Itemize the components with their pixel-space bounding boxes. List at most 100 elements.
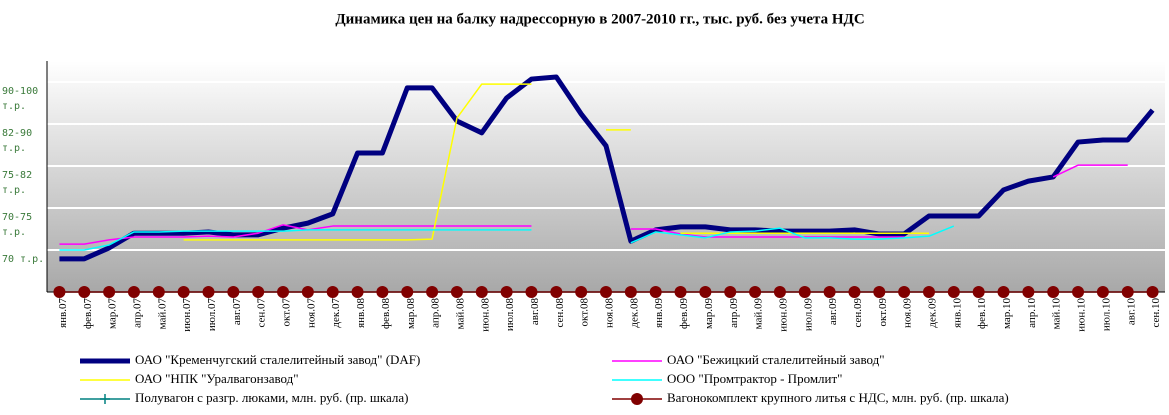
marker [127,286,140,298]
y-tick-label-box: 75-82 т.р. [2,170,33,196]
x-tick-label: май.09 [753,298,765,330]
marker [699,286,712,298]
marker [624,286,637,298]
series-line [1052,164,1128,178]
y-tick-label: 90-100 т.р. [2,86,39,112]
plot-area [47,61,1165,292]
marker [227,286,240,298]
x-tick-label: фев.10 [976,298,988,329]
x-tick-label: сен.09 [852,298,864,328]
marker [53,286,66,298]
series-line [59,224,532,245]
x-tick-label: ноя.08 [604,298,616,328]
y-tick-label: 82-90 т.р. [2,128,33,154]
x-tick-label: мар.07 [107,298,119,330]
x-tick-label: окт.07 [281,298,293,327]
x-tick-label: авг.07 [231,298,243,326]
marker [351,286,364,298]
marker [152,286,165,298]
x-tick-label: апр.07 [131,298,143,328]
x-tick-label: июн.08 [479,298,491,332]
x-tick-label: апр.09 [728,298,740,328]
marker [277,286,290,298]
x-tick-label: июл.09 [802,298,814,332]
legend-label: ОАО "НПК "Уралвагонзавод" [135,371,299,386]
x-tick-label: дек.07 [330,298,342,328]
x-tick-label: окт.09 [877,298,889,327]
marker [1022,286,1035,298]
marker [600,286,612,298]
x-tick-label: авг.09 [827,298,839,326]
legend-label: ОАО "Кременчугский сталелитейный завод" … [135,352,420,367]
legend-marker [100,394,110,404]
marker [922,286,935,298]
x-tick-label: фев.07 [82,298,94,329]
legend-label: ОАО "Бежицкий сталелитейный завод" [667,352,885,367]
x-tick-label: авг.10 [1125,298,1137,326]
marker [103,286,116,298]
x-tick-label: авг.08 [529,298,541,326]
marker [326,286,339,298]
marker [1146,286,1159,298]
x-tick-label: янв.07 [57,298,69,328]
x-tick-label: янв.08 [355,298,367,328]
x-tick-label: окт.08 [579,298,591,327]
marker [301,286,314,298]
marker [177,286,190,298]
marker [500,286,513,298]
x-tick-label: сен.07 [256,298,268,328]
x-tick-label: май.07 [156,298,168,330]
marker [972,286,985,298]
marker [450,286,463,298]
x-tick-label: сен.10 [1150,298,1162,328]
marker [798,286,811,298]
x-tick-label: фев.09 [678,298,690,329]
marker [1096,286,1109,298]
y-tick-label: 70-75 т.р. [2,212,33,238]
y-tick-label-box: 82-90 т.р. [2,128,33,154]
legend-label: ООО "Промтрактор - Промлит" [667,371,842,386]
marker [724,286,737,298]
legend-marker [631,393,643,405]
series-line [183,83,532,241]
marker [649,286,662,298]
x-tick-label: янв.09 [653,298,665,328]
x-tick-label: май.08 [454,298,466,330]
marker [674,286,687,298]
x-tick-label: фев.08 [380,298,392,329]
marker [947,286,960,298]
y-tick-label: 75-82 т.р. [2,170,33,196]
marker [575,286,588,298]
marker [823,286,836,298]
marker [401,286,414,298]
x-tick-label: ноя.09 [902,298,914,328]
marker [78,286,91,298]
marker [475,286,488,298]
x-tick-label: июл.10 [1100,298,1112,332]
series-line [59,74,1155,262]
marker [1121,286,1134,298]
y-tick-label-box: 70 т.р. [2,254,45,265]
marker [525,286,538,298]
x-tick-label: янв.10 [951,298,963,328]
series-line [630,225,955,244]
x-tick-label: июл.08 [504,298,516,332]
marker [202,286,215,298]
marker [1072,286,1085,298]
chart-title: Динамика цен на балку надрессорную в 200… [335,11,864,27]
x-tick-label: дек.09 [927,298,939,328]
y-tick-label-box: 70-75 т.р. [2,212,33,238]
marker [426,286,439,298]
x-tick-label: июн.07 [181,298,193,332]
marker [252,286,265,298]
y-tick-label: 70 т.р. [2,254,45,265]
marker [550,286,563,298]
x-tick-label: июн.10 [1076,298,1088,332]
marker [773,286,786,298]
x-tick-label: мар.08 [405,298,417,330]
x-tick-label: июл.07 [206,298,218,332]
series-line [59,229,532,251]
x-tick-label: мар.10 [1001,298,1013,330]
x-tick-label: дек.08 [628,298,640,328]
